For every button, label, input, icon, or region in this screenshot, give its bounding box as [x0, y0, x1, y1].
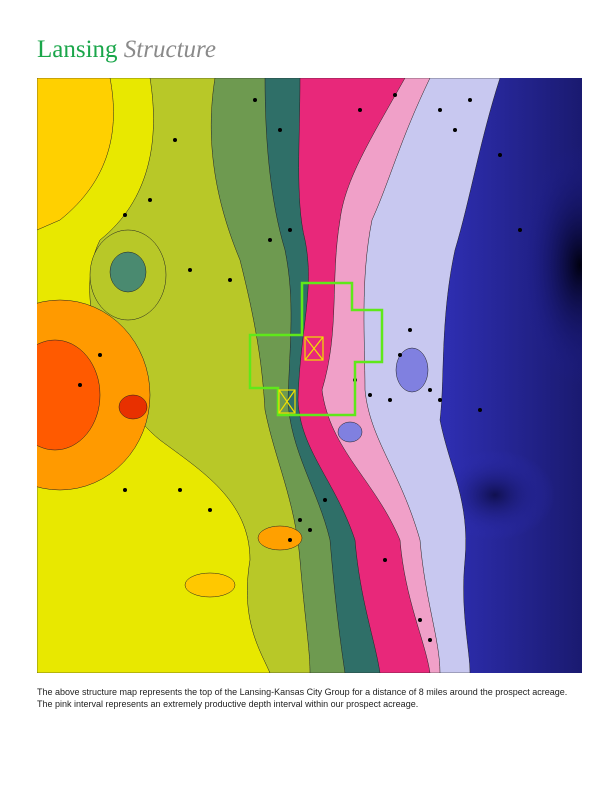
prospect-outline: [248, 281, 384, 417]
high-blob: [109, 251, 147, 293]
caption: The above structure map represents the t…: [37, 687, 568, 709]
title: Lansing Structure: [37, 36, 216, 64]
high-blob: [184, 572, 236, 598]
low-blob: [337, 421, 363, 443]
low-blob: [435, 450, 555, 540]
structure-map: [37, 78, 582, 673]
low-right: [520, 145, 582, 385]
high-blob: [118, 394, 148, 420]
low-blob: [395, 347, 429, 393]
band: [37, 78, 271, 673]
title-accent: Structure: [123, 36, 216, 63]
high-blob: [37, 339, 101, 451]
lease-boxes: [278, 336, 324, 414]
wells: [78, 93, 522, 642]
high-blob: [257, 525, 303, 551]
title-main: Lansing: [37, 36, 118, 63]
band: [37, 78, 114, 231]
